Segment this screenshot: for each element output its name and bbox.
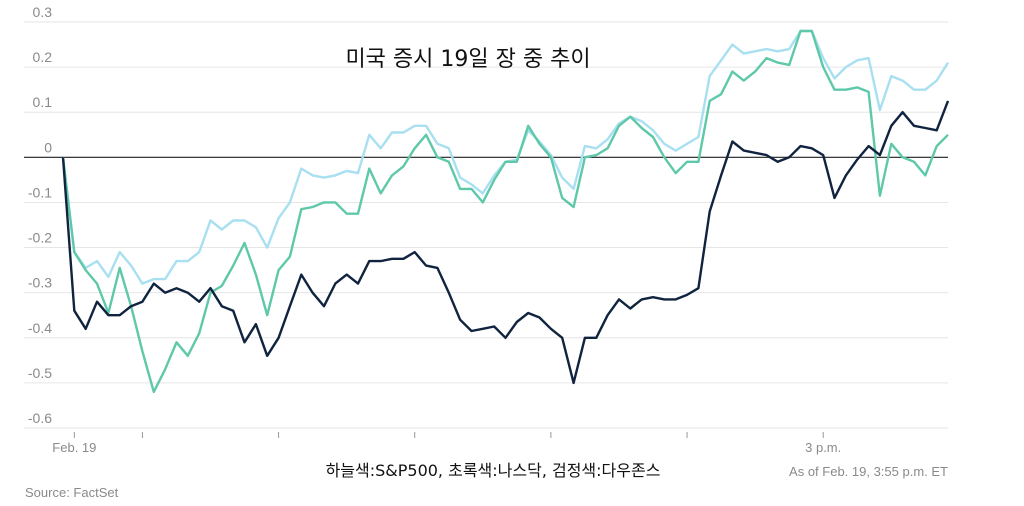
y-tick-label: 0.1	[33, 94, 53, 110]
chart-title: 미국 증시 19일 장 중 추이	[345, 47, 590, 72]
y-tick-label: -0.4	[28, 320, 52, 336]
y-tick-label: -0.3	[28, 275, 52, 291]
series-line-dow	[61, 100, 950, 385]
y-tick-label: -0.1	[28, 184, 52, 200]
y-tick-label: 0.2	[33, 49, 53, 65]
y-tick-label: -0.5	[28, 365, 52, 381]
as-of-note: As of Feb. 19, 3:55 p.m. ET	[789, 464, 948, 479]
y-tick-label: -0.6	[28, 410, 52, 426]
x-tick-label: Feb. 19	[52, 440, 96, 455]
y-tick-label: -0.2	[28, 230, 52, 246]
series-line-nasdaq	[61, 29, 949, 394]
x-tick-label: 3 p.m.	[805, 440, 841, 455]
series-lines	[61, 29, 950, 394]
y-tick-label: 0	[44, 139, 52, 155]
y-axis-ticks: 0.3 0.2 0.1 0 -0.1 -0.2 -0.3 -0.4 -0.5 -0.6	[28, 4, 52, 426]
y-tick-label: 0.3	[33, 4, 53, 20]
legend-text: 하늘색:S&P500, 초록색:나스닥, 검정색:다우존스	[326, 461, 661, 480]
gridlines	[24, 21, 948, 429]
x-axis-ticks: Feb. 19 3 p.m.	[52, 432, 841, 455]
source-note: Source: FactSet	[25, 485, 119, 500]
